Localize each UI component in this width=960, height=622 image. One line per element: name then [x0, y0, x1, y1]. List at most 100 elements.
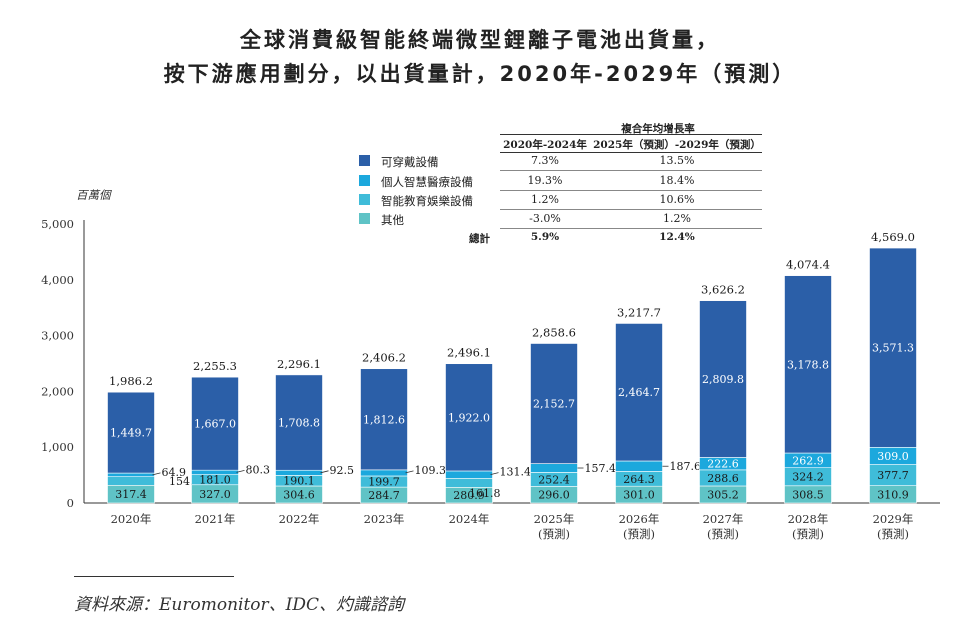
data-label: 157.4 [585, 462, 617, 475]
data-label: 262.9 [792, 454, 824, 467]
bar-segment [699, 300, 747, 458]
cagr-header: 複合年均增長率 [621, 123, 695, 135]
bar-segment [107, 391, 155, 474]
legend-label: 其他 [381, 213, 404, 227]
data-label: 161.8 [469, 487, 501, 500]
cagr-value: 19.3% [527, 174, 563, 187]
bar-segment [191, 376, 239, 471]
x-tick-label: 2026年 [619, 512, 660, 526]
cagr-value: -3.0% [529, 212, 561, 225]
legend-swatch [359, 175, 370, 186]
data-label: 308.5 [792, 488, 824, 501]
data-label: 284.7 [368, 489, 400, 502]
data-label: 305.2 [707, 488, 739, 501]
total-label: 2,496.1 [447, 346, 491, 360]
data-label: 131.4 [500, 466, 532, 479]
y-tick-label: 0 [67, 496, 74, 510]
y-tick-label: 5,000 [41, 217, 74, 231]
x-tick-label: 2025年 [534, 512, 575, 526]
x-tick-label: 2024年 [449, 512, 490, 526]
x-tick-note: (預測) [538, 527, 570, 541]
source-note: 資料來源：Euromonitor、IDC、灼識諮詢 [74, 595, 405, 615]
total-label: 2,255.3 [193, 359, 237, 373]
data-label: 304.6 [283, 489, 315, 502]
bar-segment [107, 472, 155, 477]
data-label: 92.5 [330, 464, 355, 477]
leader-line [152, 472, 161, 476]
data-label: 2,464.7 [618, 386, 660, 399]
cagr-value: 13.5% [659, 154, 695, 167]
legend-label: 可穿戴設備 [381, 155, 439, 169]
bar-segment [615, 323, 663, 462]
data-label: 3,178.8 [787, 358, 829, 371]
y-tick-label: 3,000 [41, 329, 74, 343]
data-label: 64.9 [162, 466, 187, 479]
data-label: 190.1 [283, 475, 315, 488]
cagr-total: 5.9% [530, 231, 560, 243]
data-label: 309.0 [877, 450, 909, 463]
stacked-bar-chart: 百萬個 0 1,000 2,000 3,000 4,000 5,000 317.4 1,449.… [41, 188, 940, 541]
data-label: 187.6 [670, 460, 702, 473]
leader-line [490, 472, 499, 476]
leader-line [236, 470, 245, 473]
data-label: 1,667.0 [194, 418, 236, 431]
data-label: 327.0 [199, 488, 231, 501]
bar-segment [360, 368, 408, 471]
data-label: 264.3 [623, 473, 655, 486]
y-axis-title: 百萬個 [76, 188, 112, 202]
data-label: 1,812.6 [363, 413, 405, 426]
bar-segment [275, 374, 323, 471]
table-rule [500, 134, 762, 135]
data-label: 377.7 [877, 469, 909, 482]
data-label: 1,922.0 [448, 411, 490, 424]
chart-title-line2: 按下游應用劃分，以出貨量計，2020年-2029年（預測） [163, 62, 797, 86]
bar-segment [445, 470, 493, 479]
x-tick-label: 2027年 [703, 512, 744, 526]
leader-line [320, 470, 329, 474]
table-rule [500, 228, 762, 229]
table-rule [500, 170, 762, 171]
table-rule [500, 152, 762, 153]
data-label: 222.6 [707, 458, 739, 471]
legend-swatch [359, 213, 370, 224]
bar-segment [784, 275, 832, 454]
data-label: 317.4 [115, 488, 147, 501]
x-tick-note: (預測) [877, 527, 909, 541]
cagr-value: 10.6% [659, 193, 695, 206]
total-label: 3,217.7 [617, 305, 661, 319]
data-label: 310.9 [877, 488, 909, 501]
y-tick-label: 4,000 [41, 273, 74, 287]
x-tick-note: (預測) [707, 527, 739, 541]
cagr-value: 18.4% [659, 174, 695, 187]
legend-label: 個人智慧醫療設備 [381, 175, 473, 189]
bar-segment [530, 463, 578, 473]
data-label: 2,152.7 [533, 398, 575, 411]
cagr-col2-header: 2025年（預測）-2029年（預測） [593, 139, 761, 151]
table-rule [500, 209, 762, 210]
data-label: 288.6 [707, 472, 739, 485]
x-tick-label: 2022年 [279, 512, 320, 526]
total-label: 2,858.6 [532, 325, 576, 339]
bar-segment [445, 363, 493, 472]
source-rule [74, 576, 234, 577]
leader-line [405, 470, 414, 474]
data-label: 109.3 [415, 464, 447, 477]
x-tick-note: (預測) [623, 527, 655, 541]
total-label: 3,626.2 [701, 283, 745, 297]
total-label: 4,569.0 [871, 230, 915, 244]
x-tick-label: 2020年 [111, 512, 152, 526]
total-label: 2,406.2 [362, 351, 406, 365]
data-label: 199.7 [368, 476, 400, 489]
bar-segment [107, 476, 155, 486]
data-label: 80.3 [246, 463, 271, 476]
legend-swatch [359, 155, 370, 166]
bar-segment [615, 460, 663, 472]
data-label: 301.0 [623, 489, 655, 502]
x-tick-label: 2023年 [364, 512, 405, 526]
x-tick-label: 2028年 [788, 512, 829, 526]
total-label: 4,074.4 [786, 258, 830, 272]
data-label: 296.0 [538, 489, 570, 502]
y-tick-label: 2,000 [41, 384, 74, 398]
cagr-value: 7.3% [531, 154, 559, 167]
data-label: 1,449.7 [110, 427, 152, 440]
